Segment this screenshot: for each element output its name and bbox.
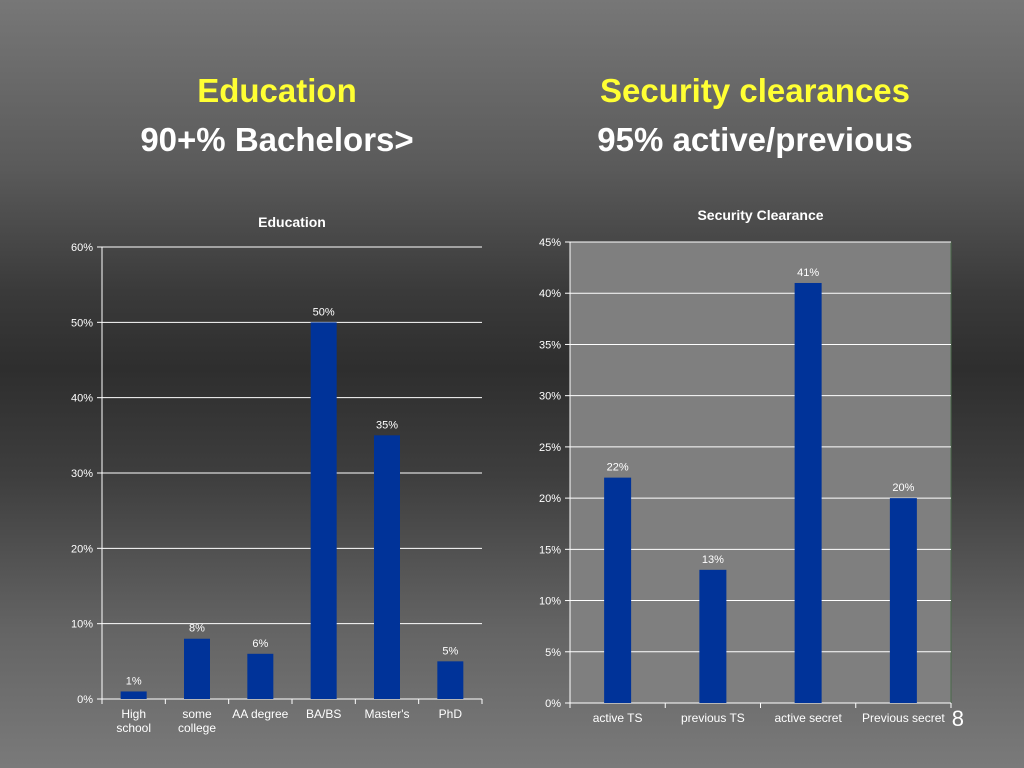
- sec-ytick-label: 25%: [539, 442, 561, 454]
- sec-ytick-label: 45%: [539, 237, 561, 249]
- edu-category-label: some: [182, 707, 212, 721]
- sec-ytick-label: 15%: [539, 544, 561, 556]
- edu-bar: [247, 653, 274, 699]
- sec-data-label: 20%: [892, 482, 914, 494]
- sec-ytick-label: 5%: [545, 647, 561, 659]
- edu-bar: [184, 638, 210, 699]
- edu-category-label: school: [116, 721, 151, 735]
- sec-ytick-label: 30%: [539, 391, 561, 403]
- edu-ytick-label: 40%: [71, 393, 93, 405]
- sec-bar: [699, 569, 727, 703]
- edu-data-label: 8%: [189, 623, 205, 635]
- sec-category-label: previous TS: [681, 711, 745, 725]
- edu-data-label: 5%: [442, 645, 458, 657]
- sec-category-label: active TS: [593, 711, 643, 725]
- edu-category-label: Master's: [365, 707, 410, 721]
- edu-ytick-label: 50%: [71, 317, 93, 329]
- security-subheading: 95% active/previous: [597, 121, 913, 158]
- sec-ytick-label: 10%: [539, 596, 561, 608]
- sec-data-label: 22%: [607, 462, 629, 474]
- sec-data-label: 13%: [702, 554, 724, 566]
- sec-category-label: Previous secret: [862, 711, 945, 725]
- sec-category-label: active secret: [774, 711, 842, 725]
- edu-bar: [120, 691, 147, 699]
- edu-category-label: college: [178, 721, 216, 735]
- sec-bar: [604, 477, 632, 703]
- edu-data-label: 1%: [126, 675, 142, 687]
- edu-ytick-label: 60%: [71, 242, 93, 254]
- sec-ytick-label: 35%: [539, 339, 561, 351]
- page-number: 8: [951, 706, 964, 731]
- security-heading: Security clearances: [599, 72, 911, 109]
- edu-bar: [437, 661, 464, 699]
- edu-ytick-label: 20%: [71, 543, 93, 555]
- sec-chart-title: Security Clearance: [697, 207, 823, 223]
- edu-bar: [310, 322, 337, 699]
- edu-ytick-label: 10%: [71, 619, 93, 631]
- edu-data-label: 50%: [313, 306, 335, 318]
- education-subheading: 90+% Bachelors>: [140, 121, 414, 158]
- sec-bar: [794, 282, 822, 703]
- edu-bar: [374, 435, 400, 699]
- sec-ytick-label: 40%: [539, 288, 561, 300]
- edu-category-label: BA/BS: [306, 707, 341, 721]
- education-heading: Education: [197, 72, 357, 109]
- sec-ytick-label: 20%: [539, 493, 561, 505]
- edu-ytick-label: 0%: [77, 694, 93, 706]
- edu-category-label: High: [121, 707, 146, 721]
- sec-data-label: 41%: [797, 267, 819, 279]
- sec-bar: [889, 498, 917, 703]
- edu-chart-title: Education: [258, 214, 326, 230]
- edu-data-label: 6%: [252, 638, 268, 650]
- edu-category-label: AA degree: [232, 707, 288, 721]
- sec-ytick-label: 0%: [545, 698, 561, 710]
- edu-data-label: 35%: [376, 419, 398, 431]
- edu-category-label: PhD: [439, 707, 463, 721]
- edu-ytick-label: 30%: [71, 468, 93, 480]
